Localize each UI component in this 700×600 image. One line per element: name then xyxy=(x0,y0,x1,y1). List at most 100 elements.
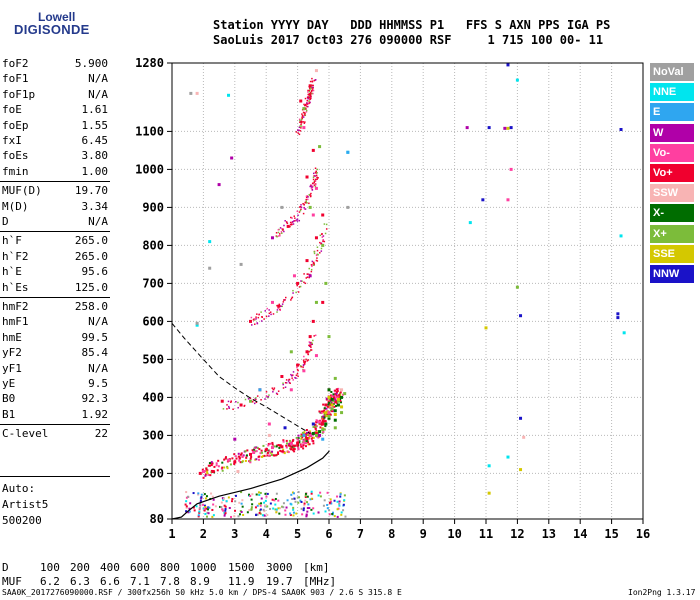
echo-point xyxy=(267,396,270,398)
echo-point xyxy=(255,493,258,496)
echo-point xyxy=(311,182,314,185)
echo-point xyxy=(306,103,309,105)
param-value: N/A xyxy=(88,361,108,375)
data-point xyxy=(311,148,315,152)
data-point xyxy=(324,281,328,285)
echo-point xyxy=(306,507,309,510)
echo-point xyxy=(242,454,245,457)
x-tick-label: 2 xyxy=(200,527,207,541)
echo-point xyxy=(297,501,300,504)
echo-point xyxy=(311,185,314,188)
echo-point xyxy=(304,499,307,502)
echo-point xyxy=(224,508,227,511)
echo-point xyxy=(300,437,303,440)
echo-point xyxy=(315,174,318,177)
echo-point xyxy=(238,459,241,462)
echo-point xyxy=(299,206,301,208)
param-row: h`F 265.0 xyxy=(2,234,108,249)
echo-point xyxy=(308,95,311,98)
echo-point xyxy=(250,506,253,509)
echo-point xyxy=(314,423,317,426)
echo-point xyxy=(266,454,269,457)
echo-point xyxy=(306,431,309,434)
echo-point xyxy=(249,461,252,464)
echo-point xyxy=(317,511,320,514)
echo-point xyxy=(344,515,347,518)
echo-point xyxy=(315,421,318,424)
echo-point xyxy=(310,184,312,186)
x-tick-label: 10 xyxy=(447,527,461,541)
echo-point xyxy=(322,235,325,237)
data-point xyxy=(189,91,193,95)
param-value: N/A xyxy=(88,215,108,228)
echo-point xyxy=(339,495,342,498)
echo-point xyxy=(219,505,222,508)
echo-point xyxy=(298,129,300,131)
echo-point xyxy=(320,247,323,250)
echo-point xyxy=(342,503,345,506)
echo-point xyxy=(296,366,298,369)
echo-point xyxy=(321,233,323,236)
echo-point xyxy=(290,299,292,301)
echo-point xyxy=(275,492,278,495)
echo-point xyxy=(222,509,225,512)
echo-point xyxy=(277,444,280,447)
echo-point xyxy=(186,495,189,498)
data-point xyxy=(333,409,337,413)
data-point xyxy=(346,150,350,154)
data-point xyxy=(506,455,510,459)
echo-point xyxy=(312,84,314,87)
param-value: 265.0 xyxy=(74,234,108,248)
echo-point xyxy=(307,441,310,444)
echo-point xyxy=(339,493,342,496)
muf-cell: 19.7 xyxy=(266,575,293,588)
echo-point xyxy=(297,375,299,378)
echo-point xyxy=(304,445,307,448)
echo-point xyxy=(259,508,262,511)
echo-point xyxy=(335,396,338,399)
data-point xyxy=(230,156,234,160)
echo-point xyxy=(285,296,287,299)
data-point xyxy=(346,205,350,209)
echo-point xyxy=(207,464,210,467)
echo-point xyxy=(264,504,267,507)
param-row: foF1 N/A xyxy=(2,72,108,87)
echo-point xyxy=(304,492,307,495)
echo-point xyxy=(210,464,213,467)
muf-cell: 200 xyxy=(70,561,90,574)
echo-point xyxy=(310,185,312,187)
echo-point xyxy=(301,436,304,439)
param-row: yF1 N/A xyxy=(2,362,108,377)
echo-point xyxy=(309,349,312,351)
data-point xyxy=(318,433,322,437)
echo-point xyxy=(306,99,309,102)
echo-point xyxy=(329,500,332,503)
data-point xyxy=(227,93,231,97)
echo-point xyxy=(226,408,228,410)
echo-point xyxy=(271,450,274,453)
data-point xyxy=(318,420,322,424)
echo-point xyxy=(305,442,308,445)
legend-item: X- xyxy=(650,204,694,223)
echo-point xyxy=(221,461,224,464)
header-line-1: Station YYYY DAY DDD HHMMSS P1 FFS S AXN… xyxy=(213,18,611,32)
muf-cell: 7.1 xyxy=(130,575,150,588)
param-row: MUF(D) 19.70 xyxy=(2,184,108,199)
echo-point xyxy=(221,508,224,511)
data-point xyxy=(311,432,315,435)
echo-point xyxy=(304,433,307,436)
param-label: yE xyxy=(2,377,16,390)
echo-point xyxy=(198,508,201,511)
echo-point xyxy=(309,91,312,94)
echo-point xyxy=(295,377,297,379)
echo-point xyxy=(277,452,280,455)
echo-point xyxy=(309,87,312,89)
echo-point xyxy=(198,511,201,514)
echo-point xyxy=(306,102,308,104)
data-point xyxy=(305,175,309,179)
echo-point xyxy=(283,224,285,227)
x-tick-label: 1 xyxy=(168,527,175,541)
echo-point xyxy=(248,493,251,496)
legend-item: X+ xyxy=(650,224,694,243)
echo-point xyxy=(271,498,274,501)
